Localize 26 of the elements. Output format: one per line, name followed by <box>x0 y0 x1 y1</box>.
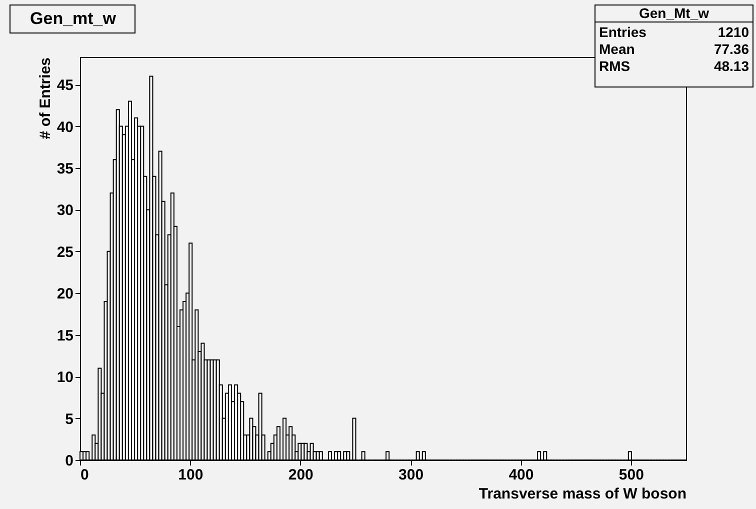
annotation: RMS <box>599 58 630 74</box>
text: 77.36 <box>714 41 750 57</box>
text: Gen_Mt_w <box>638 5 710 21</box>
text: 48.13 <box>714 58 750 74</box>
text: Entries <box>599 24 647 40</box>
x-tick-label: 500 <box>618 466 644 484</box>
x-tick-label: 200 <box>288 466 314 484</box>
x-tick-label: 300 <box>398 466 424 484</box>
y-axis-title: # of Entries <box>36 58 54 140</box>
y-tick-label: 25 <box>56 244 74 261</box>
y-tick-label: 20 <box>56 286 74 303</box>
x-tick-label: 100 <box>178 466 204 484</box>
text: Mean <box>599 41 635 57</box>
y-tick-label: 30 <box>56 202 74 220</box>
y-tick-label: 5 <box>65 410 74 428</box>
y-tick-label: 40 <box>56 118 74 136</box>
y-tick-label: 0 <box>65 452 74 470</box>
x-tick-label: 400 <box>508 466 534 484</box>
chart-title: Gen_mt_w <box>30 9 117 28</box>
text: 1210 <box>718 24 750 40</box>
y-tick-label: 10 <box>56 369 74 386</box>
x-axis-title: Transverse mass of W boson <box>478 486 686 502</box>
y-tick-label: 45 <box>56 77 74 94</box>
x-tick-label: 0 <box>80 466 89 484</box>
y-tick-label: 15 <box>56 327 74 344</box>
y-tick-label: 35 <box>56 160 74 178</box>
